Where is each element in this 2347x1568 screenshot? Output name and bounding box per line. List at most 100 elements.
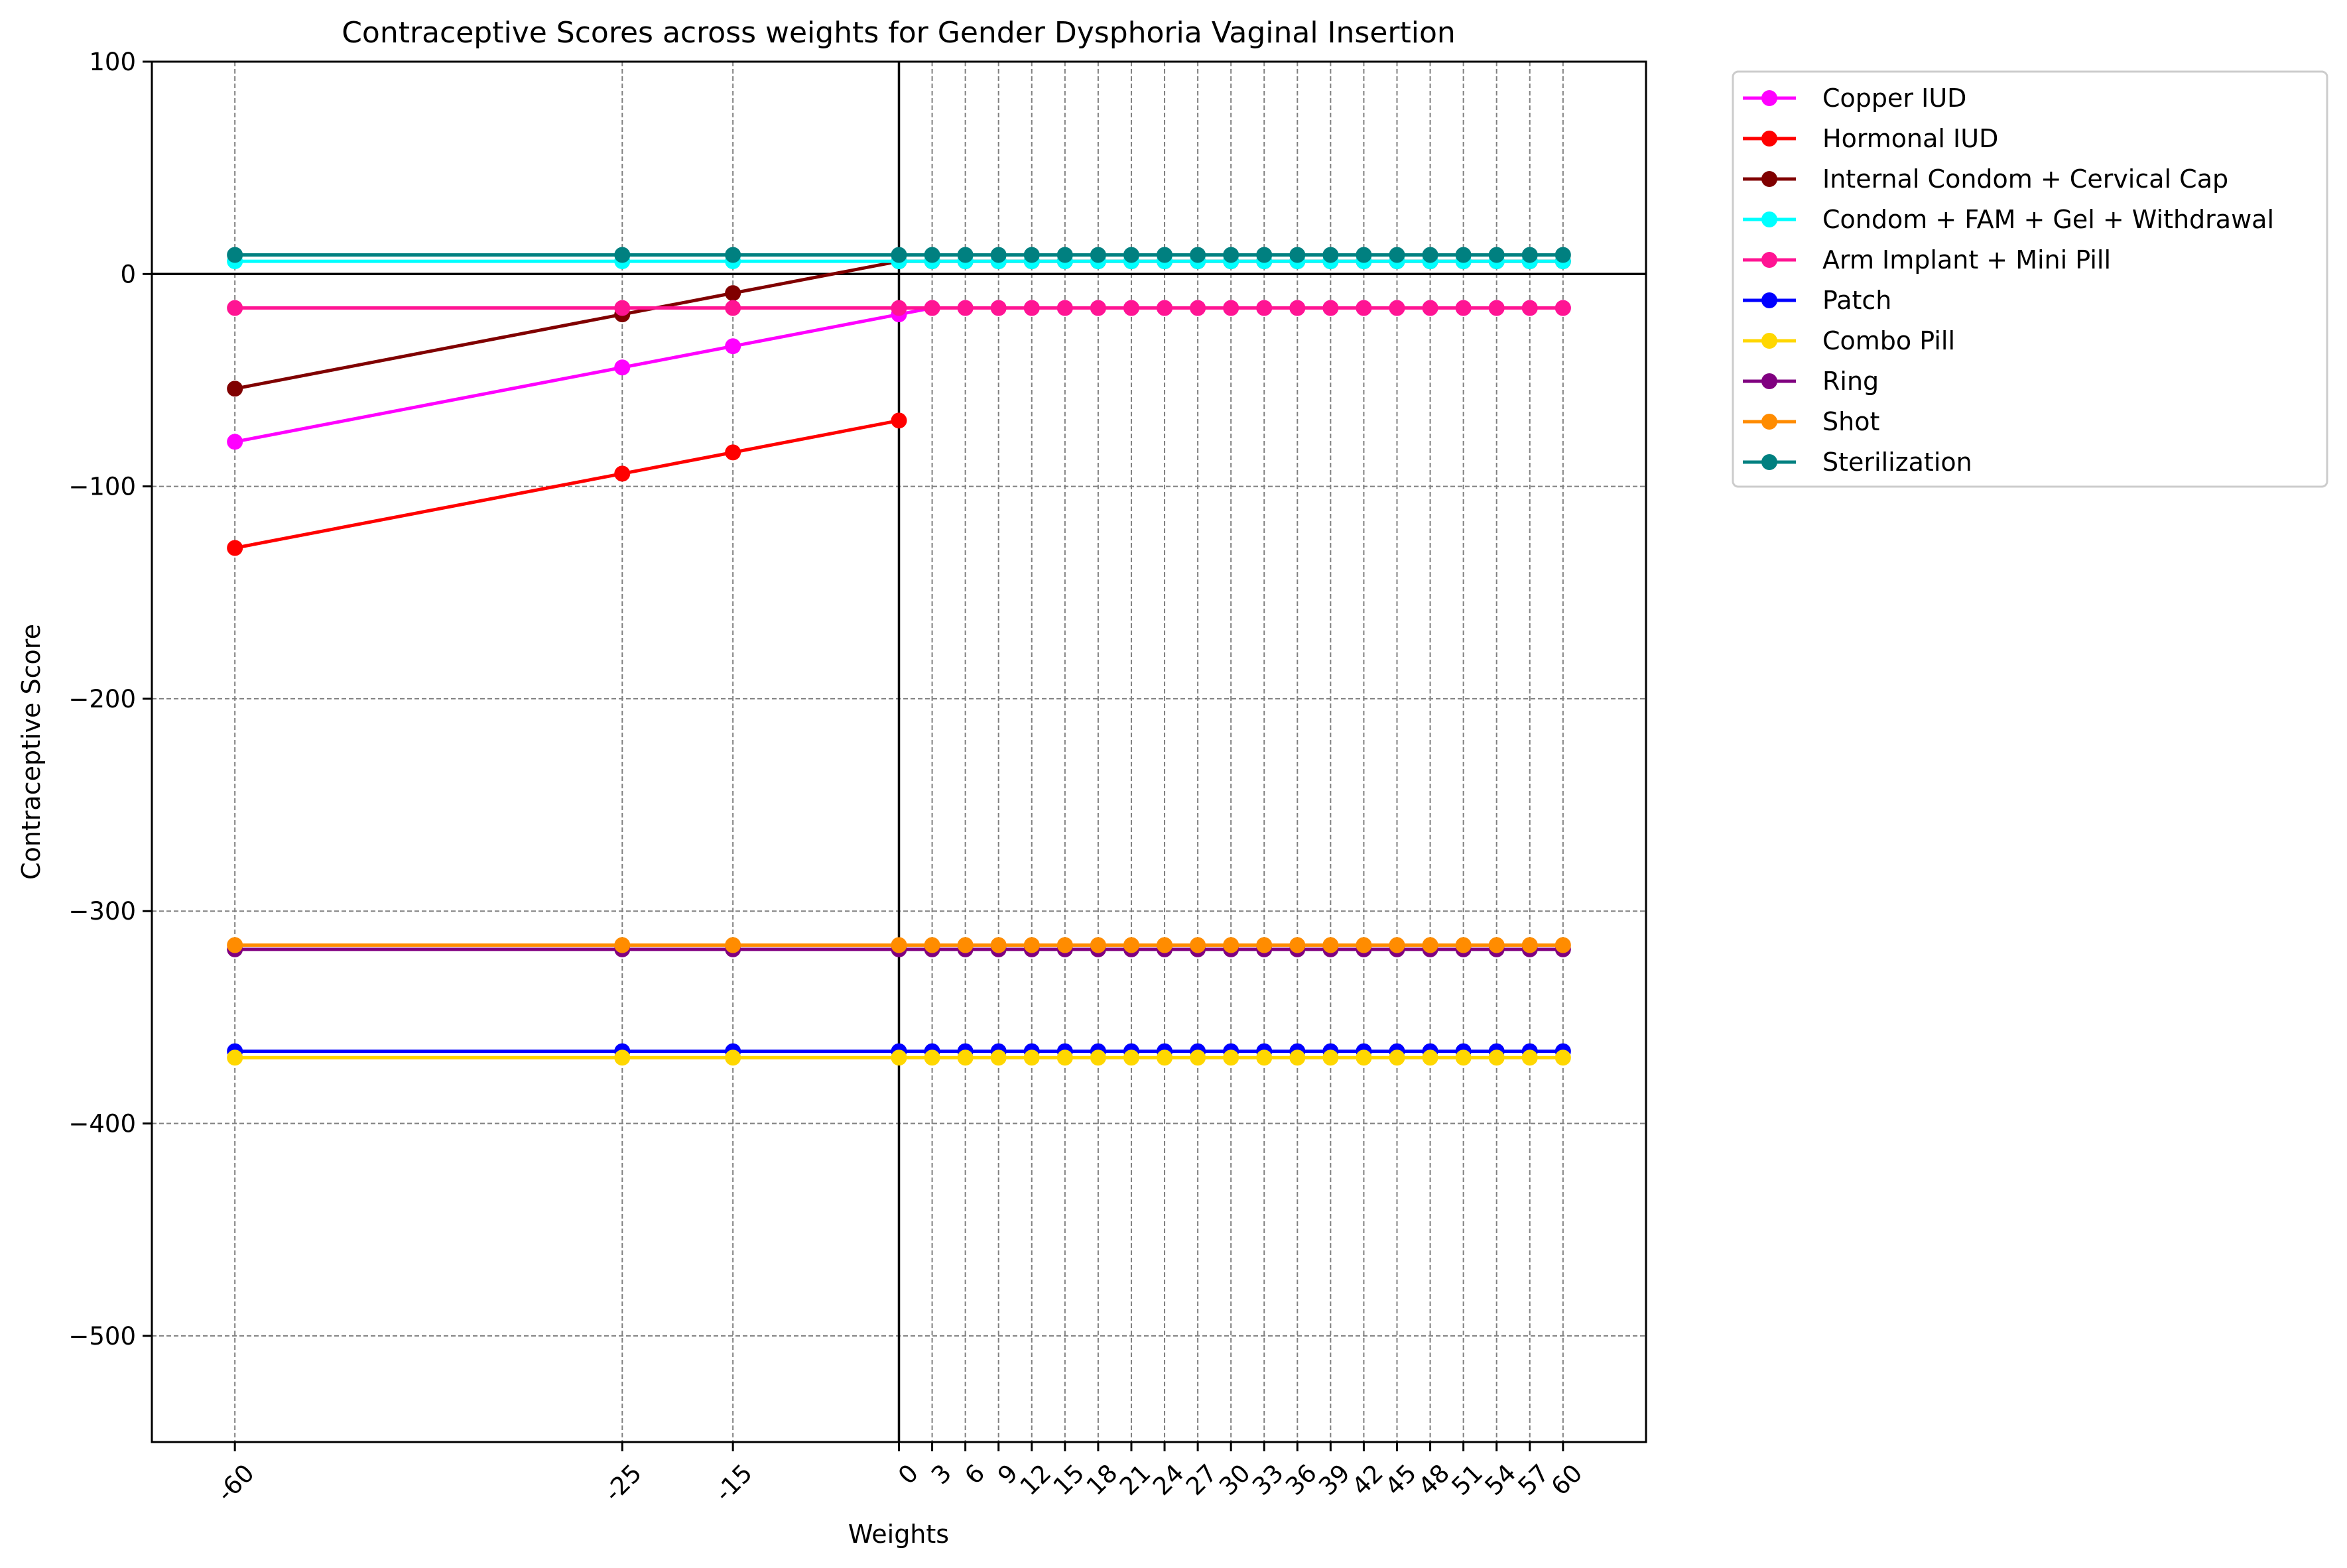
data-point	[1356, 300, 1372, 316]
data-point	[1157, 937, 1173, 953]
data-point	[1322, 937, 1339, 953]
legend-label: Condom + FAM + Gel + Withdrawal	[1822, 205, 2274, 234]
data-point	[227, 247, 243, 263]
data-point	[1422, 1050, 1438, 1066]
data-point	[1554, 247, 1571, 263]
data-point	[1322, 1050, 1339, 1066]
data-point	[614, 465, 631, 482]
legend-entry: Combo Pill	[1743, 326, 1955, 355]
legend-label: Sterilization	[1822, 448, 1972, 477]
data-point	[1356, 1050, 1372, 1066]
data-point	[1256, 300, 1273, 316]
data-point	[1554, 1050, 1571, 1066]
y-axis-label: Contraceptive Score	[17, 624, 46, 880]
x-axis-label: Weights	[848, 1520, 949, 1549]
y-tick-label: 100	[89, 48, 136, 76]
data-point	[1289, 1050, 1306, 1066]
data-point	[725, 444, 741, 461]
data-point	[1521, 1050, 1538, 1066]
data-point	[614, 937, 631, 953]
series-10	[227, 247, 1571, 263]
data-point	[1455, 300, 1472, 316]
data-point	[1554, 300, 1571, 316]
data-point	[1422, 247, 1438, 263]
data-point	[924, 1050, 940, 1066]
data-point	[1023, 247, 1040, 263]
legend-label: Internal Condom + Cervical Cap	[1822, 164, 2228, 194]
data-point	[1488, 300, 1505, 316]
y-tick-label: −100	[68, 473, 136, 501]
data-point	[1322, 247, 1339, 263]
y-tick-label: −200	[68, 685, 136, 713]
legend-entry: Shot	[1743, 407, 1879, 436]
data-point	[1521, 937, 1538, 953]
data-point	[1455, 937, 1472, 953]
legend-marker	[1761, 333, 1777, 349]
data-point	[227, 434, 243, 450]
data-point	[1056, 937, 1073, 953]
legend-marker	[1761, 211, 1777, 227]
data-point	[1090, 937, 1106, 953]
legend-frame	[1732, 70, 2328, 488]
data-point	[891, 300, 907, 316]
legend-entry: Internal Condom + Cervical Cap	[1743, 164, 2228, 194]
legend-marker	[1761, 373, 1777, 389]
data-point	[1056, 1050, 1073, 1066]
series-line	[234, 418, 899, 550]
data-point	[1223, 300, 1239, 316]
data-point	[957, 937, 974, 953]
data-point	[1256, 1050, 1273, 1066]
data-point	[614, 359, 631, 376]
data-point	[1223, 1050, 1239, 1066]
data-point	[1488, 937, 1505, 953]
data-point	[1289, 300, 1306, 316]
y-tick-label: −500	[68, 1322, 136, 1351]
data-point	[1123, 247, 1139, 263]
data-point	[891, 1050, 907, 1066]
y-tick-label: −300	[68, 897, 136, 926]
data-point	[1289, 247, 1306, 263]
legend-entry: Sterilization	[1743, 448, 1972, 477]
data-point	[1023, 300, 1040, 316]
legend-marker	[1761, 292, 1777, 308]
series-2	[227, 412, 907, 556]
data-point	[1356, 937, 1372, 953]
legend-marker	[1761, 131, 1777, 147]
data-point	[1356, 247, 1372, 263]
data-point	[1123, 937, 1139, 953]
data-point	[725, 247, 741, 263]
legend-label: Ring	[1822, 367, 1879, 396]
data-point	[1190, 300, 1206, 316]
data-point	[614, 1050, 631, 1066]
data-point	[1157, 300, 1173, 316]
data-point	[1223, 937, 1239, 953]
data-point	[1157, 1050, 1173, 1066]
data-point	[227, 1050, 243, 1066]
data-point	[957, 300, 974, 316]
legend-label: Arm Implant + Mini Pill	[1822, 245, 2111, 274]
data-point	[1554, 937, 1571, 953]
data-point	[1422, 937, 1438, 953]
legend-marker	[1761, 171, 1777, 187]
data-point	[1322, 300, 1339, 316]
data-point	[990, 300, 1007, 316]
data-point	[1289, 937, 1306, 953]
series-group	[227, 247, 1571, 1066]
data-point	[990, 1050, 1007, 1066]
y-tick-label: 0	[120, 260, 136, 288]
data-point	[990, 937, 1007, 953]
data-point	[725, 300, 741, 316]
data-point	[1123, 300, 1139, 316]
data-point	[614, 300, 631, 316]
data-point	[1389, 247, 1405, 263]
legend-entry: Condom + FAM + Gel + Withdrawal	[1743, 205, 2274, 234]
data-point	[614, 247, 631, 263]
data-point	[957, 1050, 974, 1066]
data-point	[1056, 247, 1073, 263]
data-point	[227, 381, 243, 397]
legend-marker	[1761, 454, 1777, 470]
legend-label: Patch	[1822, 286, 1891, 315]
reference-lines	[152, 62, 1646, 1442]
legend-label: Combo Pill	[1822, 326, 1955, 355]
legend-entry: Ring	[1743, 367, 1879, 396]
